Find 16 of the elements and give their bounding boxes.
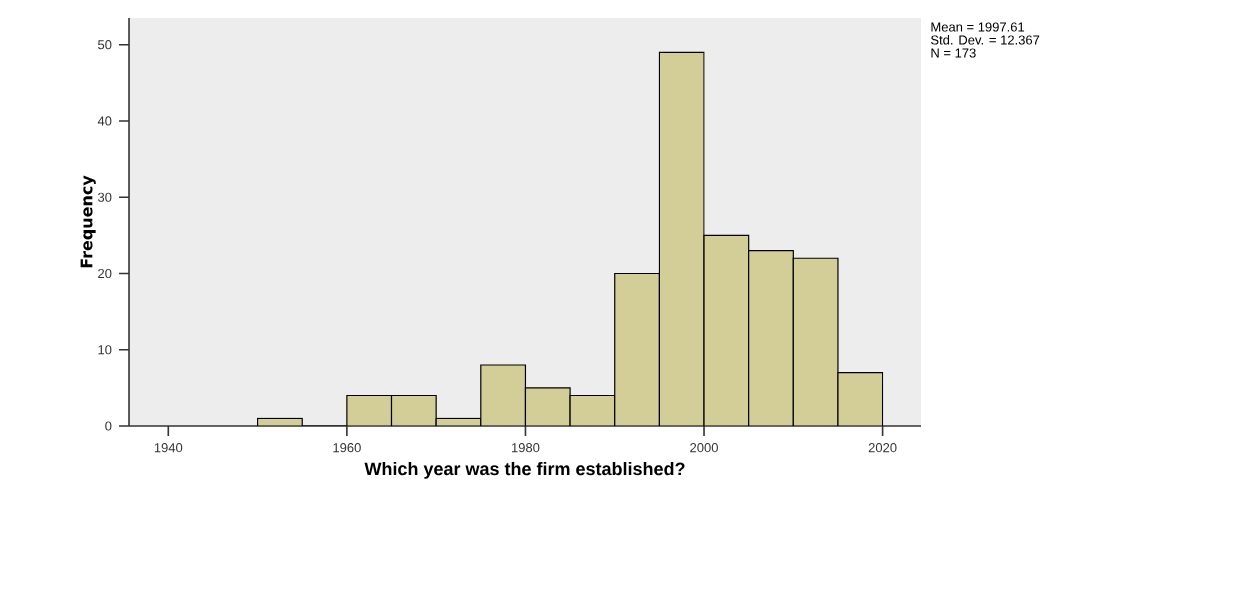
x-tick-label: 1980 [511,443,540,453]
y-tick-label: 0 [105,421,112,431]
y-tick-label: 10 [98,345,112,355]
x-tick-label: 2020 [868,443,897,453]
text: Mean = 1997.61 [931,22,1025,32]
x-tick-label: 1940 [154,443,183,453]
text: N = 173 [931,48,976,58]
y-tick-label: 40 [97,116,112,126]
y-axis-title: Frequency [80,175,96,268]
x-tick-label: 2000 [690,443,718,453]
x-axis-title: Which year was the firm established? [364,462,685,479]
x-tick-label: 1960 [333,443,361,453]
text: Std. Dev. = 12.367 [931,35,1040,45]
y-tick-label: 20 [98,268,112,279]
y-tick-label: 30 [97,192,112,202]
y-tick-label: 50 [98,40,112,50]
